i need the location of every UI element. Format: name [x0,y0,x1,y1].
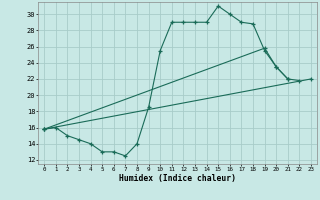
X-axis label: Humidex (Indice chaleur): Humidex (Indice chaleur) [119,174,236,183]
